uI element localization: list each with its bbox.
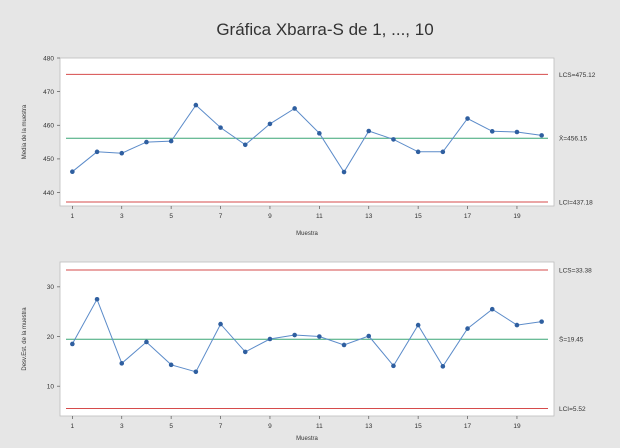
x-tick-label: 3 <box>120 423 124 430</box>
data-point <box>489 306 495 312</box>
data-point <box>119 361 125 366</box>
x-tick-label: 15 <box>415 423 423 430</box>
data-point <box>218 321 223 327</box>
limit-label-ucl: LCS=475.12 <box>559 72 596 79</box>
limit-label-center: X̄=456.15 <box>559 135 587 143</box>
y-tick-label: 450 <box>43 156 54 163</box>
limit-label-ucl: LCS=33.38 <box>559 268 592 275</box>
data-point <box>292 106 297 111</box>
data-point <box>366 128 372 134</box>
data-point <box>218 125 223 130</box>
data-point <box>242 142 248 148</box>
x-tick-label: 11 <box>316 213 323 220</box>
y-tick-label: 10 <box>47 383 55 390</box>
x-tick-label: 13 <box>365 423 373 430</box>
x-tick-label: 1 <box>71 213 75 220</box>
y-tick-label: 470 <box>43 89 54 96</box>
y-tick-label: 480 <box>43 55 54 62</box>
limit-label-lcl: LCI=437.18 <box>559 200 593 207</box>
x-tick-label: 17 <box>464 213 472 220</box>
data-point <box>514 129 520 135</box>
data-point <box>70 169 75 174</box>
data-point <box>292 332 297 338</box>
x-tick-label: 13 <box>365 213 373 220</box>
x-tick-label: 15 <box>415 213 423 220</box>
data-point <box>94 149 100 155</box>
limit-label-center: S̄=19.45 <box>559 336 584 344</box>
x-tick-label: 3 <box>120 213 124 220</box>
data-point <box>514 322 520 328</box>
x-tick-label: 17 <box>464 423 472 430</box>
x-tick-label: 11 <box>316 423 323 430</box>
data-point <box>267 336 273 342</box>
data-point <box>440 364 446 369</box>
x-tick-label: 9 <box>268 423 272 430</box>
x-tick-label: 19 <box>513 213 521 220</box>
data-point <box>193 369 199 375</box>
data-point <box>168 138 174 144</box>
series-line <box>71 298 542 373</box>
x-tick-label: 5 <box>169 423 173 430</box>
data-point <box>193 102 199 108</box>
data-point <box>465 326 470 331</box>
data-point <box>70 341 75 347</box>
data-point <box>144 339 149 345</box>
x-tick-label: 7 <box>219 213 223 220</box>
data-point <box>366 333 372 339</box>
x-axis-label: Muestra <box>296 436 318 442</box>
data-point <box>391 137 396 142</box>
y-axis-label: Media de la muestra <box>22 104 28 159</box>
x-tick-label: 7 <box>219 423 223 430</box>
y-tick-label: 460 <box>43 123 54 130</box>
y-axis-label: Desv.Est. de la muestra <box>22 307 28 371</box>
y-tick-label: 30 <box>47 284 55 291</box>
x-tick-label: 19 <box>513 423 521 430</box>
data-point <box>317 334 322 339</box>
data-point <box>341 169 347 175</box>
data-point <box>242 349 248 355</box>
x-tick-label: 9 <box>268 213 272 220</box>
data-point <box>94 296 100 302</box>
data-point <box>415 149 421 155</box>
data-point <box>168 362 174 368</box>
data-point <box>144 139 149 145</box>
y-tick-label: 20 <box>47 334 55 341</box>
y-tick-label: 440 <box>43 190 54 197</box>
data-point <box>317 131 322 136</box>
data-point <box>415 322 421 328</box>
data-point <box>341 342 347 348</box>
data-point <box>440 149 446 155</box>
data-point <box>539 319 544 324</box>
limit-label-lcl: LCI=5.52 <box>559 406 586 413</box>
chart-panels: LCS=475.12 X̄=456.15 LCI=437.18 440 450 460 47… <box>22 55 596 442</box>
data-point <box>267 121 273 127</box>
x-tick-label: 5 <box>169 213 173 220</box>
chart-panel-1: LCS=475.12 X̄=456.15 LCI=437.18 440 450 460 47… <box>22 55 596 237</box>
x-axis-label: Muestra <box>296 231 318 237</box>
data-point <box>119 150 125 156</box>
series-line <box>71 104 542 173</box>
plot-area <box>59 57 555 207</box>
data-point <box>489 129 495 134</box>
chart-title: Gráfica Xbarra-S de 1, ..., 10 <box>216 20 433 39</box>
data-point <box>391 363 396 369</box>
data-point <box>539 133 544 138</box>
x-tick-label: 1 <box>71 423 75 430</box>
data-point <box>465 116 470 121</box>
